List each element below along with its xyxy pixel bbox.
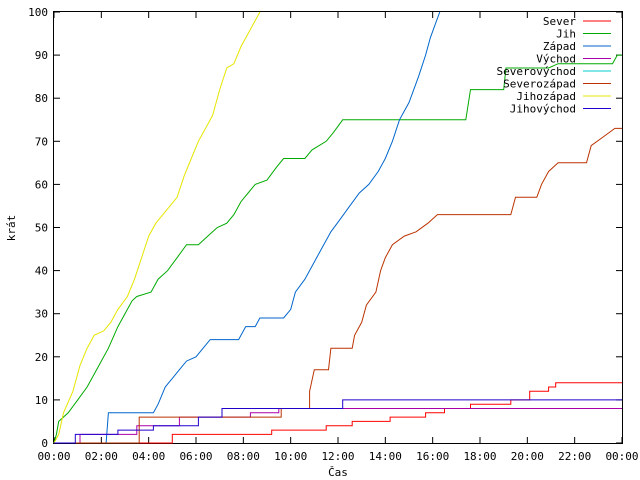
y-tick-label: 20 [35, 351, 48, 364]
y-tick-label: 90 [35, 49, 48, 62]
series-line [54, 399, 622, 444]
y-tick-label: 10 [35, 394, 48, 407]
legend-label: Severozápad [503, 78, 576, 91]
legend-label: Jihozápad [516, 90, 576, 103]
x-tick-label: 18:00 [463, 450, 496, 463]
y-tick-label: 50 [35, 222, 48, 235]
series-lines [53, 11, 622, 444]
series-line [54, 127, 622, 444]
series-line [54, 382, 622, 444]
axis-ticks: 0 10 20 30 40 50 60 70 80 90 100 00:00 02:00 04:00 06:… [28, 6, 638, 463]
series-line [54, 408, 622, 444]
legend-label: Jihovýchod [510, 103, 576, 116]
legend-label: Severovýchod [497, 65, 576, 78]
series-line [53, 11, 261, 444]
x-tick-label: 20:00 [511, 450, 544, 463]
y-tick-label: 30 [35, 308, 48, 321]
y-tick-label: 100 [28, 6, 48, 19]
x-tick-label: 16:00 [416, 450, 449, 463]
series-line [53, 54, 622, 444]
legend-label: Sever [543, 15, 576, 28]
y-axis-label: krát [5, 215, 18, 242]
plot-frame [53, 11, 623, 444]
series-line [54, 11, 441, 444]
legend: SeverJihZápadVýchodSeverovýchodSeverozáp… [497, 15, 611, 116]
legend-label: Východ [536, 53, 576, 66]
x-tick-label: 08:00 [227, 450, 260, 463]
x-tick-label: 00:00 [37, 450, 70, 463]
y-tick-label: 0 [41, 437, 48, 450]
legend-label: Západ [543, 40, 576, 53]
legend-label: Jih [556, 28, 576, 41]
x-tick-label: 02:00 [85, 450, 118, 463]
y-tick-label: 60 [35, 178, 48, 191]
y-tick-label: 70 [35, 135, 48, 148]
y-tick-label: 80 [35, 92, 48, 105]
x-tick-label: 14:00 [369, 450, 402, 463]
y-tick-label: 40 [35, 265, 48, 278]
x-tick-label: 04:00 [132, 450, 165, 463]
x-tick-label: 22:00 [558, 450, 591, 463]
x-tick-label: 10:00 [274, 450, 307, 463]
x-axis-label: Čas [328, 466, 348, 479]
x-tick-label: 12:00 [321, 450, 354, 463]
x-tick-label: 00:00 [605, 450, 638, 463]
x-tick-label: 06:00 [179, 450, 212, 463]
